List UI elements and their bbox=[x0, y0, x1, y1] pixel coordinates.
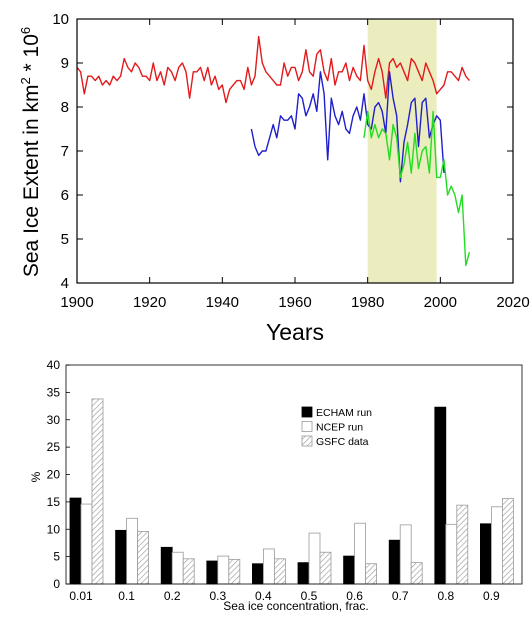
bar-white bbox=[262, 548, 275, 585]
bar-white bbox=[217, 555, 230, 585]
bar-solid-black bbox=[206, 560, 219, 585]
bar-white bbox=[308, 532, 321, 585]
bar-hatched bbox=[273, 558, 286, 585]
y-tick-label: 5 bbox=[53, 550, 60, 564]
x-tick-label: 2020 bbox=[496, 294, 529, 311]
y-tick-label: 15 bbox=[47, 495, 61, 509]
bar-white bbox=[80, 503, 93, 585]
bar-hatched bbox=[228, 558, 241, 585]
bar-solid-black bbox=[297, 562, 310, 585]
y-tick-label: 20 bbox=[47, 468, 61, 482]
bar-hatched bbox=[456, 504, 469, 585]
series-line-2 bbox=[250, 71, 445, 183]
y-tick-label: 7 bbox=[61, 143, 69, 160]
x-axis-label: Sea ice concentration, frac. bbox=[223, 599, 368, 613]
x-tick-label: 0.4 bbox=[255, 589, 272, 603]
x-tick-label: 2000 bbox=[424, 294, 457, 311]
bar-white bbox=[490, 506, 503, 585]
y-tick-label: 35 bbox=[47, 385, 61, 399]
axis-ticks: 1900 1920 1940 1960 1980 2000 2020 4 5 6 7 8 9 10 bbox=[52, 11, 529, 311]
x-tick-label: 0.3 bbox=[209, 589, 226, 603]
y-tick-label: 6 bbox=[61, 187, 69, 204]
bar-solid-black bbox=[115, 529, 127, 585]
legend-swatch bbox=[301, 435, 313, 447]
x-tick-label: 0.8 bbox=[437, 589, 454, 603]
sea-ice-concentration-histogram: 0 5 10 15 20 25 30 35 40 0.01 0.1 0.2 0.3 0.4 0.5 0.6 0.… bbox=[29, 358, 523, 613]
y-axis-label: % bbox=[29, 471, 43, 482]
legend-label: GSFC data bbox=[316, 436, 369, 448]
bar-white bbox=[445, 523, 458, 585]
x-tick-label: 1920 bbox=[133, 294, 166, 311]
bar-group bbox=[69, 398, 514, 585]
x-tick-label: 1900 bbox=[60, 294, 93, 311]
y-tick-label: 10 bbox=[52, 11, 69, 28]
y-axis-label: Sea Ice Extent in km2 * 106 bbox=[18, 27, 43, 277]
series-line-3 bbox=[363, 110, 471, 267]
bar-solid-black bbox=[69, 497, 82, 585]
legend-label: ECHAM run bbox=[316, 407, 372, 419]
bar-hatched bbox=[410, 562, 423, 585]
y-tick-label: 10 bbox=[47, 522, 61, 536]
y-tick-label: 0 bbox=[53, 577, 60, 591]
bar-hatched bbox=[91, 398, 104, 585]
bar-hatched bbox=[137, 531, 150, 585]
x-tick-label: 0.01 bbox=[69, 589, 93, 603]
x-tick-label: 1980 bbox=[351, 294, 384, 311]
y-tick-label: 30 bbox=[47, 413, 61, 427]
x-tick-label: 0.9 bbox=[483, 589, 500, 603]
bar-solid-black bbox=[434, 406, 447, 585]
bar-hatched bbox=[501, 498, 514, 585]
bar-solid-black bbox=[343, 555, 356, 585]
y-tick-label: 5 bbox=[61, 231, 69, 248]
sea-ice-extent-chart: 1900 1920 1940 1960 1980 2000 2020 4 5 6 7 8 9 10 Yea… bbox=[18, 11, 530, 345]
x-axis-label: Years bbox=[266, 319, 324, 345]
y-tick-label: 8 bbox=[61, 99, 69, 116]
series-line-1 bbox=[76, 35, 470, 104]
x-tick-label: 0.7 bbox=[392, 589, 409, 603]
plot-frame bbox=[76, 18, 514, 284]
x-tick-label: 0.2 bbox=[164, 589, 181, 603]
bar-white bbox=[399, 524, 412, 585]
bar-white bbox=[126, 517, 138, 585]
x-tick-label: 0.6 bbox=[346, 589, 363, 603]
bar-solid-black bbox=[251, 563, 264, 585]
legend-swatch bbox=[301, 406, 313, 418]
legend: ECHAM run NCEP run GSFC data bbox=[301, 406, 372, 448]
y-tick-label: 4 bbox=[61, 275, 69, 292]
x-tick-label: 0.1 bbox=[118, 589, 135, 603]
y-tick-label: 9 bbox=[61, 55, 69, 72]
bar-solid-black bbox=[160, 546, 173, 585]
y-tick-label: 40 bbox=[47, 358, 61, 372]
bar-white bbox=[171, 551, 184, 585]
y-tick-label: 25 bbox=[47, 440, 61, 454]
bar-hatched bbox=[365, 563, 378, 585]
legend-swatch bbox=[301, 421, 313, 432]
bar-hatched bbox=[319, 551, 332, 585]
bar-white bbox=[354, 522, 367, 585]
bar-hatched bbox=[182, 558, 195, 585]
x-tick-label: 1960 bbox=[278, 294, 311, 311]
legend-label: NCEP run bbox=[316, 422, 363, 434]
line-series-group bbox=[76, 35, 471, 267]
bar-solid-black bbox=[388, 539, 401, 585]
bar-solid-black bbox=[479, 523, 492, 585]
x-tick-label: 1940 bbox=[206, 294, 239, 311]
axis-ticks: 0 5 10 15 20 25 30 35 40 0.01 0.1 0.2 0.3 0.4 0.5 0.6 0.… bbox=[47, 358, 500, 603]
x-tick-label: 0.5 bbox=[301, 589, 318, 603]
